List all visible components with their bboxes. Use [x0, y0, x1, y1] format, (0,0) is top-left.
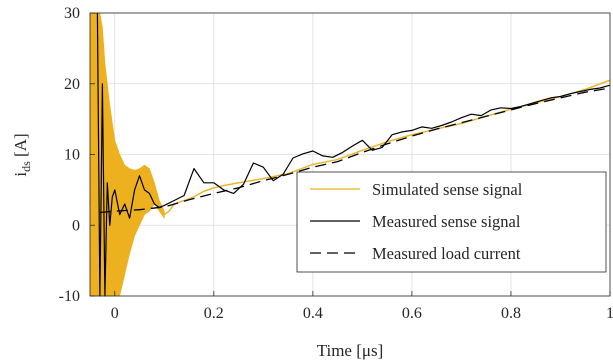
y-axis-label: ids [A]: [11, 133, 33, 176]
x-tick-label: 0.4: [303, 305, 323, 322]
legend-label-load-current: Measured load current: [372, 244, 521, 263]
series-load-current-line: [99, 87, 611, 214]
legend-label-measured-sense: Measured sense signal: [372, 212, 521, 231]
x-tick-label: 0.2: [204, 305, 224, 322]
ticks: 0 0.2 0.4 0.6 0.8 1 -10 0 10 20 30: [59, 5, 613, 322]
y-tick-label: 30: [64, 5, 80, 22]
series-measured-sense-line: [96, 12, 611, 297]
x-tick-label: 0: [111, 305, 119, 322]
y-tick-label: 20: [64, 76, 80, 93]
y-tick-label: 10: [64, 147, 80, 164]
legend-label-simulated: Simulated sense signal: [372, 180, 523, 199]
x-tick-label: 1: [606, 305, 613, 322]
y-tick-label: -10: [59, 288, 80, 305]
x-tick-label: 0.8: [501, 305, 521, 322]
y-axis-label-unit: [A]: [11, 133, 30, 161]
legend: Simulated sense signal Measured sense si…: [296, 171, 607, 273]
x-axis-label: Time [μs]: [317, 341, 384, 360]
y-axis-label-sub: ds: [19, 161, 33, 172]
x-tick-label: 0.6: [402, 305, 422, 322]
y-tick-label: 0: [72, 217, 80, 234]
y-axis-label-main: i: [11, 172, 30, 177]
